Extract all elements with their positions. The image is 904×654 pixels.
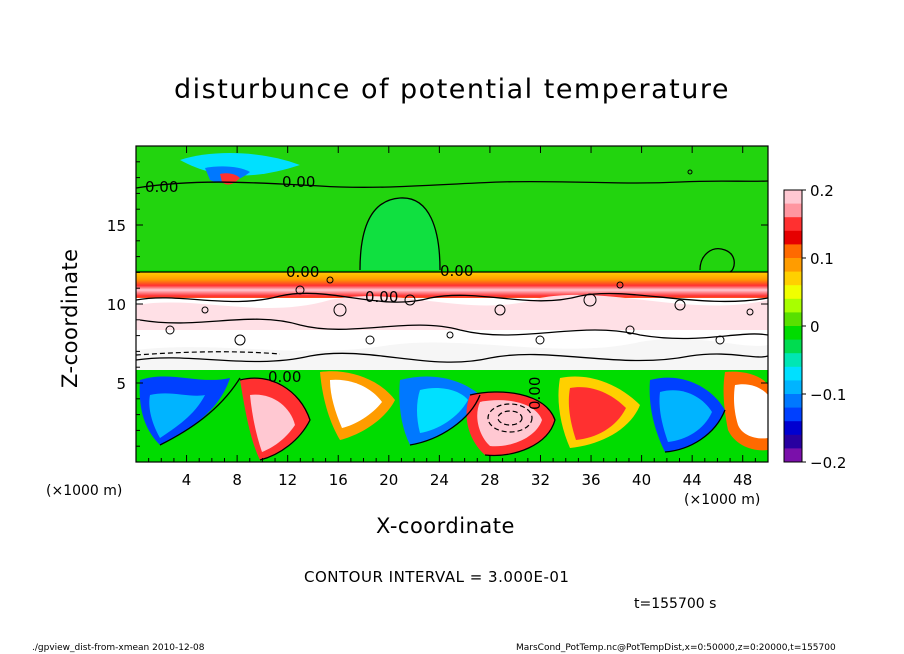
x-unit-label-right: (×1000 m) xyxy=(684,492,761,508)
x-tick-label: 16 xyxy=(329,471,348,489)
colorbar-swatch xyxy=(784,203,802,218)
footer-left: ./gpview_dist-from-xmean 2010-12-08 xyxy=(32,643,205,653)
colorbar: 0.2 0.1 0 −0.1 −0.2 xyxy=(783,182,846,472)
x-tick-label: 48 xyxy=(733,471,752,489)
colorbar-tick-label: −0.1 xyxy=(810,386,846,404)
y-tick-label: 10 xyxy=(107,296,126,314)
colorbar-swatch xyxy=(784,312,802,327)
time-stamp: t=155700 s xyxy=(634,596,717,612)
colorbar-swatch xyxy=(784,271,802,286)
colorbar-swatch xyxy=(784,380,802,395)
colorbar-swatch xyxy=(784,244,802,259)
colorbar-swatch xyxy=(784,217,802,232)
x-tick-label: 24 xyxy=(430,471,449,489)
x-tick-label: 28 xyxy=(480,471,499,489)
colorbar-tick-label: −0.2 xyxy=(810,454,846,472)
y-tick-label: 15 xyxy=(107,217,126,235)
heatmap-field xyxy=(136,146,768,462)
y-tick-label: 5 xyxy=(116,375,126,393)
colorbar-tick-label: 0.2 xyxy=(810,182,834,200)
footer-right: MarsCond_PotTemp.nc@PotTempDist,x=0:5000… xyxy=(516,643,836,653)
contour-label: 0.00 xyxy=(526,377,544,410)
colorbar-swatch xyxy=(784,190,802,205)
colorbar-swatch xyxy=(784,366,802,381)
colorbar-tick-label: 0 xyxy=(810,318,820,336)
colorbar-swatch xyxy=(784,285,802,300)
x-unit-label-left: (×1000 m) xyxy=(46,483,123,499)
contour-label: 0.00 xyxy=(365,288,398,306)
contour-label: 0.00 xyxy=(268,368,301,386)
contour-interval-note: CONTOUR INTERVAL = 3.000E-01 xyxy=(304,568,570,586)
contour-label: 0.00 xyxy=(145,178,178,196)
x-tick-label: 20 xyxy=(379,471,398,489)
x-tick-label: 4 xyxy=(182,471,192,489)
contour-label: 0.00 xyxy=(282,173,315,191)
chart-title: disturbunce of potential temperature xyxy=(174,74,730,105)
colorbar-swatch xyxy=(784,421,802,436)
colorbar-swatch xyxy=(784,326,802,341)
y-axis-label: Z-coordinate xyxy=(58,248,82,388)
colorbar-swatch xyxy=(784,407,802,422)
colorbar-swatch xyxy=(784,339,802,354)
colorbar-swatch xyxy=(784,394,802,409)
y-axis: 5 10 15 xyxy=(107,161,768,447)
x-axis: 4 8 12 16 20 24 28 32 36 40 44 48 xyxy=(148,146,756,489)
colorbar-swatch xyxy=(784,298,802,313)
colorbar-swatch xyxy=(784,448,802,463)
colorbar-tick-label: 0.1 xyxy=(810,250,834,268)
colorbar-swatch xyxy=(784,353,802,368)
contour-label: 0.00 xyxy=(286,263,319,281)
x-tick-label: 44 xyxy=(683,471,702,489)
x-tick-label: 12 xyxy=(278,471,297,489)
x-tick-label: 36 xyxy=(581,471,600,489)
colorbar-swatch xyxy=(784,230,802,245)
x-axis-label: X-coordinate xyxy=(376,514,515,538)
x-tick-label: 32 xyxy=(531,471,550,489)
x-tick-label: 40 xyxy=(632,471,651,489)
colorbar-swatch xyxy=(784,434,802,449)
contour-labels: 0.00 0.00 0.00 0.00 0.00 0.00 0.00 xyxy=(145,173,544,410)
x-tick-label: 8 xyxy=(232,471,242,489)
contour-label: 0.00 xyxy=(440,262,473,280)
colorbar-swatch xyxy=(784,258,802,273)
